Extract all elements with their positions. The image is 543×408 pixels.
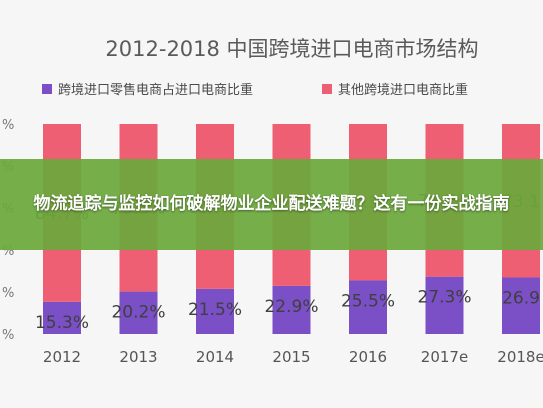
chart-title: 2012-2018 中国跨境进口电商市场结构 — [105, 37, 478, 61]
legend-label-import: 跨境进口零售电商占进口电商比重 — [58, 82, 253, 98]
value-label-import: 21.5% — [188, 300, 242, 320]
bar-import-share — [425, 276, 464, 334]
x-tick-label: 2016 — [349, 348, 387, 366]
bar-import-share — [196, 288, 234, 334]
value-label-import: 20.2% — [111, 303, 165, 323]
value-label-import: 25.5% — [341, 291, 395, 311]
value-label-import: 27.3% — [417, 288, 471, 308]
x-tick-label: 2017e — [421, 348, 468, 366]
y-tick-label: % — [2, 328, 14, 343]
bar-import-share — [349, 280, 387, 334]
value-label-import: 26.9 — [502, 289, 540, 309]
x-tick-label: 2018e — [497, 348, 543, 366]
legend-label-other: 其他跨境进口电商比重 — [338, 82, 468, 98]
value-label-import: 15.3% — [35, 313, 89, 333]
x-tick-label: 2014 — [196, 348, 234, 366]
bar-import-share — [119, 291, 158, 334]
bar-import-share — [502, 277, 540, 334]
legend-swatch-other — [322, 84, 332, 94]
value-label-import: 22.9% — [264, 297, 318, 317]
article-title-banner[interactable]: 物流追踪与监控如何破解物业企业配送难题？这有一份实战指南 — [0, 159, 543, 250]
x-axis-ticks: 2012 2013 2014 2015 2016 2017e 2018e — [43, 348, 543, 366]
y-tick-label: % — [2, 118, 14, 133]
y-tick-label: % — [2, 286, 14, 301]
legend-swatch-import — [42, 84, 52, 94]
article-title-text[interactable]: 物流追踪与监控如何破解物业企业配送难题？这有一份实战指南 — [33, 194, 510, 214]
bar-import-share — [43, 301, 81, 334]
bar-import-share — [272, 285, 311, 334]
x-tick-label: 2015 — [272, 348, 310, 366]
x-tick-label: 2013 — [119, 348, 157, 366]
x-tick-label: 2012 — [43, 348, 81, 366]
